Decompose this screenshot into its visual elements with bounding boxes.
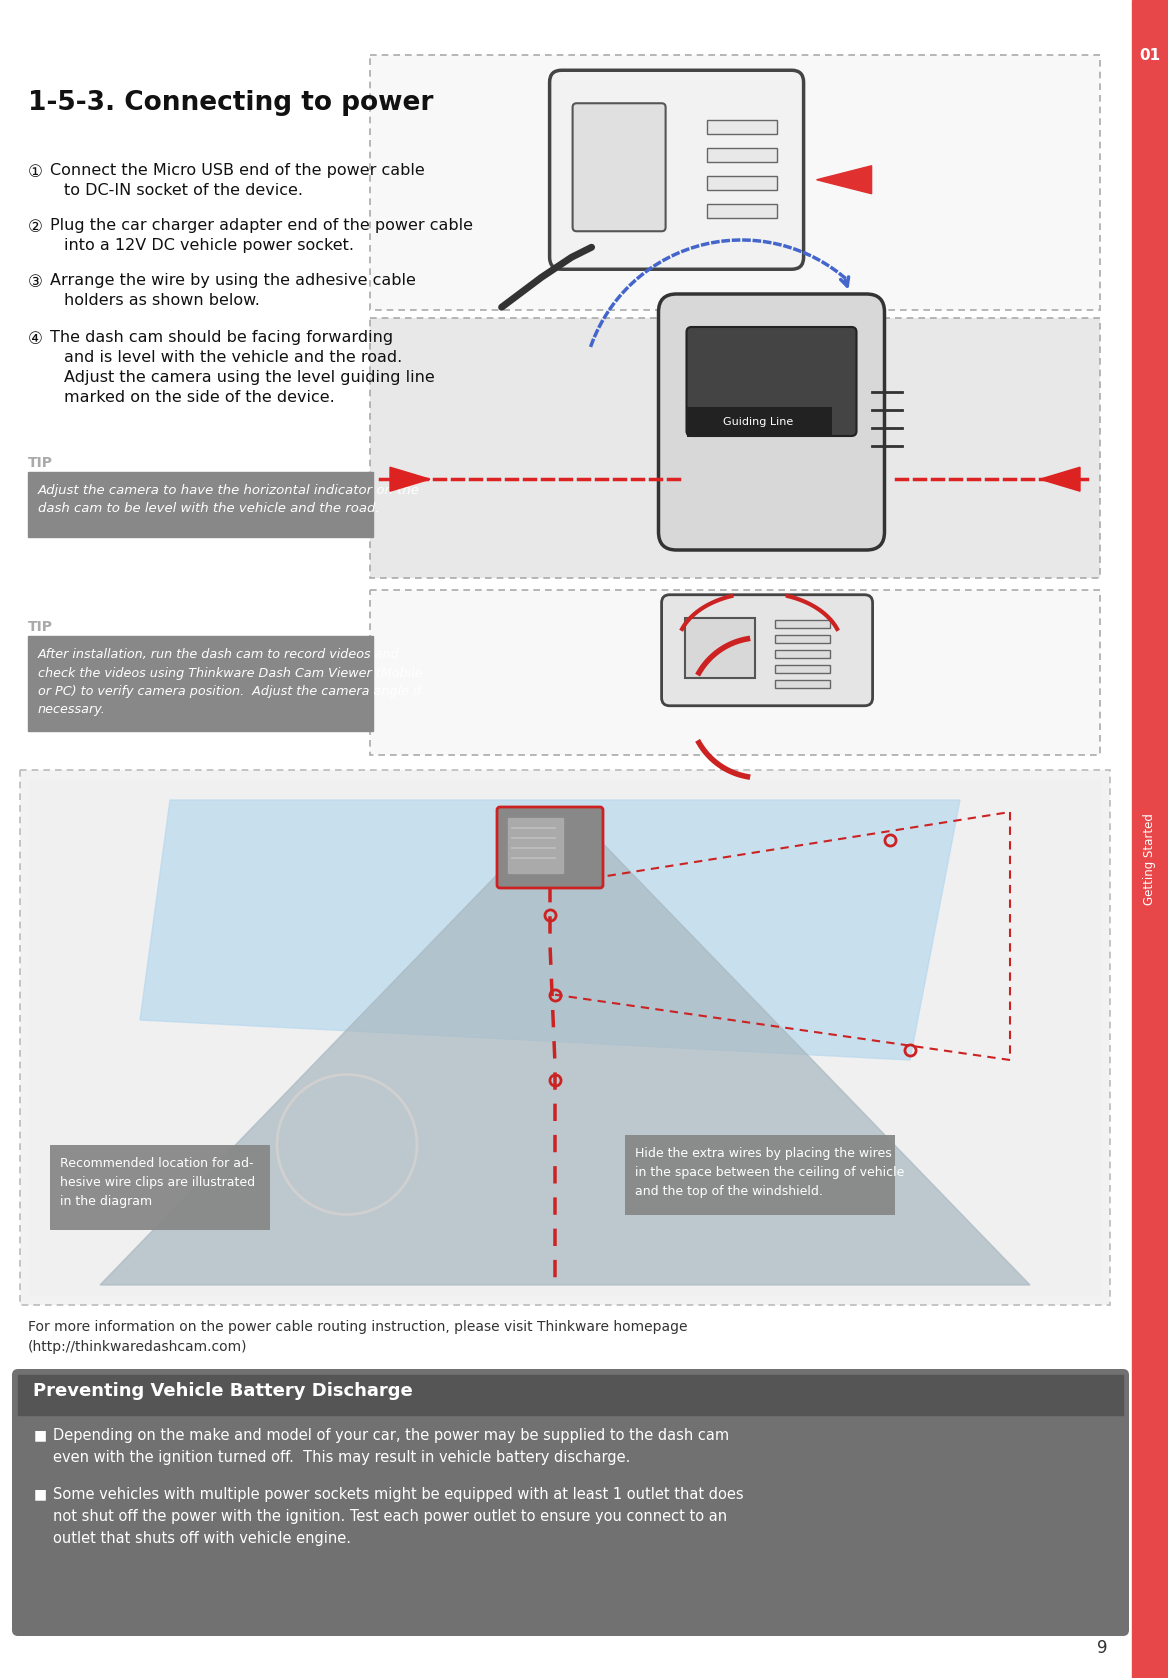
FancyBboxPatch shape	[370, 55, 1100, 310]
FancyBboxPatch shape	[661, 594, 872, 706]
Bar	[774, 619, 829, 628]
FancyBboxPatch shape	[687, 327, 856, 436]
Text: Arrange the wire by using the adhesive cable: Arrange the wire by using the adhesive c…	[50, 274, 416, 289]
Text: ①: ①	[28, 163, 43, 181]
Text: Hide the extra wires by placing the wires
in the space between the ceiling of ve: Hide the extra wires by placing the wire…	[635, 1148, 904, 1198]
Text: TIP: TIP	[28, 456, 53, 470]
Text: Recommended location for ad-
hesive wire clips are illustrated
in the diagram: Recommended location for ad- hesive wire…	[60, 1158, 255, 1208]
Text: Some vehicles with multiple power sockets might be equipped with at least 1 outl: Some vehicles with multiple power socket…	[53, 1487, 744, 1502]
Text: and is level with the vehicle and the road.: and is level with the vehicle and the ro…	[64, 351, 402, 366]
Text: For more information on the power cable routing instruction, please visit Thinkw: For more information on the power cable …	[28, 1321, 688, 1354]
Text: ④: ④	[28, 331, 43, 347]
Text: TIP: TIP	[28, 619, 53, 634]
Text: Adjust the camera using the level guiding line: Adjust the camera using the level guidin…	[64, 371, 434, 384]
Bar	[28, 636, 373, 732]
FancyBboxPatch shape	[370, 591, 1100, 755]
FancyBboxPatch shape	[370, 319, 1100, 577]
Polygon shape	[816, 166, 871, 193]
Bar	[1132, 0, 1168, 1678]
Text: 9: 9	[1097, 1639, 1107, 1656]
Text: even with the ignition turned off.  This may result in vehicle battery discharge: even with the ignition turned off. This …	[53, 1450, 631, 1465]
Text: Depending on the make and model of your car, the power may be supplied to the da: Depending on the make and model of your …	[53, 1428, 729, 1443]
Bar	[707, 203, 777, 218]
Text: Connect the Micro USB end of the power cable: Connect the Micro USB end of the power c…	[50, 163, 425, 178]
Text: ■: ■	[34, 1428, 47, 1441]
Text: 01: 01	[1140, 47, 1161, 62]
FancyBboxPatch shape	[659, 294, 884, 550]
Polygon shape	[390, 466, 430, 492]
Bar	[684, 618, 755, 678]
Text: outlet that shuts off with vehicle engine.: outlet that shuts off with vehicle engin…	[53, 1530, 352, 1545]
Text: to DC-IN socket of the device.: to DC-IN socket of the device.	[64, 183, 303, 198]
Text: marked on the side of the device.: marked on the side of the device.	[64, 389, 335, 404]
Text: 1-5-3. Connecting to power: 1-5-3. Connecting to power	[28, 91, 433, 116]
Text: Preventing Vehicle Battery Discharge: Preventing Vehicle Battery Discharge	[33, 1383, 412, 1399]
Text: ■: ■	[34, 1487, 47, 1502]
Polygon shape	[100, 826, 1030, 1285]
Bar	[508, 817, 563, 873]
Text: ②: ②	[28, 218, 43, 237]
FancyBboxPatch shape	[498, 807, 603, 888]
Bar	[774, 664, 829, 673]
Bar	[774, 649, 829, 658]
FancyBboxPatch shape	[550, 70, 804, 268]
Polygon shape	[140, 800, 960, 1060]
FancyBboxPatch shape	[625, 1134, 895, 1215]
Text: ③: ③	[28, 274, 43, 290]
FancyBboxPatch shape	[687, 408, 832, 436]
Text: holders as shown below.: holders as shown below.	[64, 294, 259, 309]
FancyBboxPatch shape	[12, 1369, 1129, 1636]
Bar	[774, 680, 829, 688]
FancyBboxPatch shape	[572, 104, 666, 232]
Text: into a 12V DC vehicle power socket.: into a 12V DC vehicle power socket.	[64, 238, 354, 253]
Polygon shape	[1040, 466, 1080, 492]
FancyBboxPatch shape	[20, 770, 1110, 1305]
Text: After installation, run the dash cam to record videos and
check the videos using: After installation, run the dash cam to …	[39, 648, 423, 717]
Text: Getting Started: Getting Started	[1143, 814, 1156, 904]
Text: Plug the car charger adapter end of the power cable: Plug the car charger adapter end of the …	[50, 218, 473, 233]
Bar	[707, 148, 777, 161]
Bar	[707, 176, 777, 190]
Text: Guiding Line: Guiding Line	[723, 418, 793, 426]
Bar	[774, 634, 829, 643]
Bar	[30, 780, 1100, 1295]
Text: not shut off the power with the ignition. Test each power outlet to ensure you c: not shut off the power with the ignition…	[53, 1509, 728, 1524]
Bar	[18, 1374, 1122, 1415]
Text: The dash cam should be facing forwarding: The dash cam should be facing forwarding	[50, 331, 394, 346]
Bar	[707, 119, 777, 134]
FancyBboxPatch shape	[50, 1144, 270, 1230]
Bar	[28, 472, 373, 537]
Text: Adjust the camera to have the horizontal indicator on the
dash cam to be level w: Adjust the camera to have the horizontal…	[39, 483, 419, 515]
